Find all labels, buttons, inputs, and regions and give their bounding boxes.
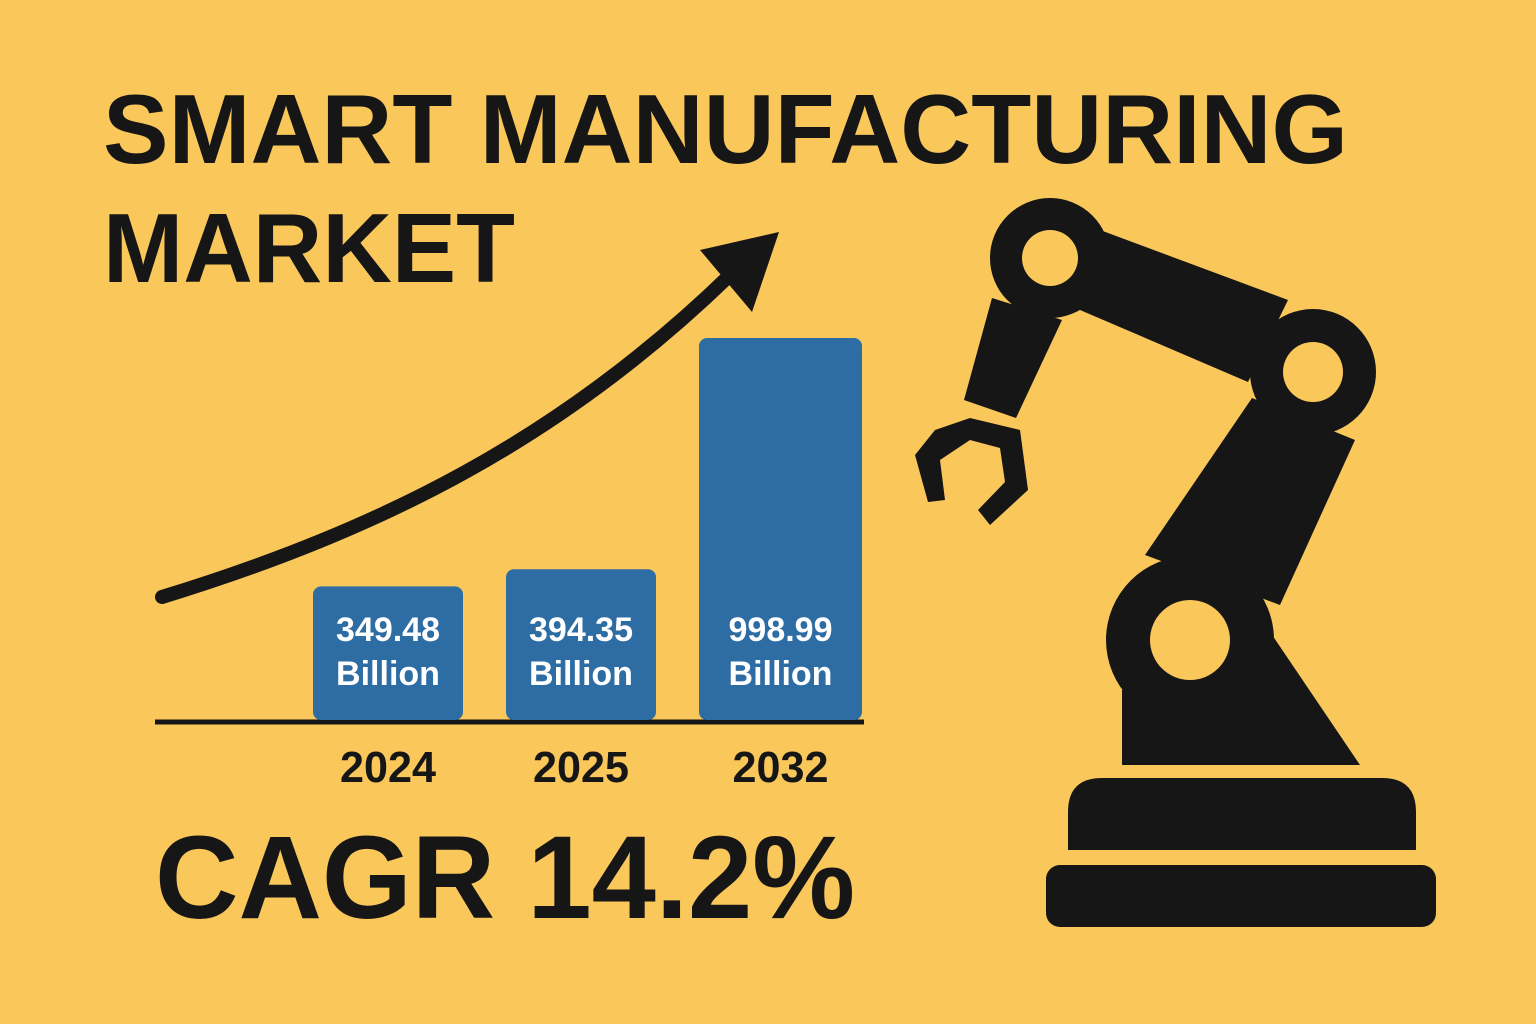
value-label: 349.48 Billion [336,611,440,693]
x-tick-label: 2032 [733,743,829,792]
x-tick-label: 2025 [533,743,629,792]
bar [506,569,656,720]
cagr-annotation: CAGR 14.2% [155,812,855,944]
value-label: 394.35 Billion [529,611,633,693]
trend-arrow [155,268,737,604]
chart-subtitle: MARKET [103,193,515,303]
arrow-head [700,232,779,312]
value-label: 998.99 Billion [728,611,833,693]
robot-joints [1022,230,1343,680]
chart-title: SMART MANUFACTURING [103,74,1348,184]
bar [699,338,862,720]
bar [313,586,463,720]
x-tick-label: 2024 [340,743,437,792]
robot-arm [915,198,1436,927]
